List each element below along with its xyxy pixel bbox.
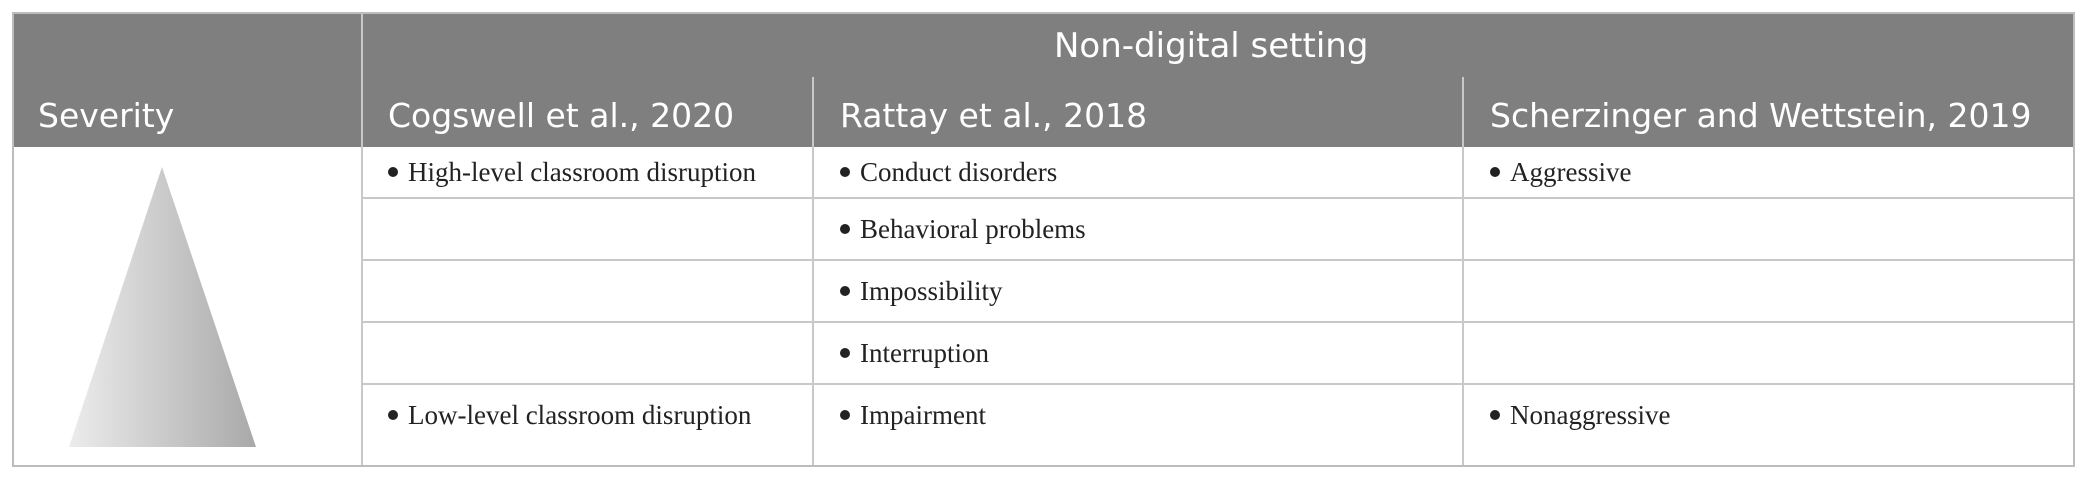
row-divider [363,197,2073,199]
cell-rattay-row3: Impossibility [840,261,1003,321]
bullet-icon [388,167,398,177]
cell-scherzinger-row5: Nonaggressive [1490,385,1670,445]
bullet-icon [840,410,850,420]
cell-cogswell-row1: High-level classroom disruption [388,147,756,197]
rattay-item: Impairment [860,399,986,430]
cell-rattay-row4: Interruption [840,323,989,383]
column-header-row [14,77,2073,147]
rattay-item: Impossibility [860,275,1003,306]
row-divider [363,259,2073,261]
bullet-icon [840,286,850,296]
scherzinger-item: Nonaggressive [1510,399,1671,430]
bullet-icon [388,410,398,420]
bullet-icon [840,224,850,234]
scherzinger-item: Aggressive [1510,156,1632,187]
row-divider [363,321,2073,323]
severity-comparison-table: Non-digital setting Severity Cogswell et… [12,12,2075,467]
divider-after-cogswell [812,77,814,465]
column-header-severity: Severity [38,96,175,135]
divider-after-severity [361,14,363,465]
rattay-item: Behavioral problems [860,213,1086,244]
cell-rattay-row1: Conduct disorders [840,147,1057,197]
cell-scherzinger-row1: Aggressive [1490,147,1631,197]
group-header-row [14,14,2073,77]
row-divider [363,383,2073,385]
divider-after-rattay [1462,77,1464,465]
severity-triangle-graphic [69,167,256,447]
cell-cogswell-row5: Low-level classroom disruption [388,385,751,445]
column-header-scherzinger: Scherzinger and Wettstein, 2019 [1490,96,2032,135]
cogswell-item: High-level classroom disruption [408,156,756,187]
group-header-non-digital-setting: Non-digital setting [1054,26,1369,66]
cell-rattay-row2: Behavioral problems [840,199,1086,259]
cell-rattay-row5: Impairment [840,385,986,445]
bullet-icon [840,167,850,177]
rattay-item: Interruption [860,337,989,368]
cogswell-item: Low-level classroom disruption [408,399,752,430]
column-header-cogswell: Cogswell et al., 2020 [388,96,735,135]
bullet-icon [1490,167,1500,177]
bullet-icon [1490,410,1500,420]
bullet-icon [840,348,850,358]
rattay-item: Conduct disorders [860,156,1058,187]
column-header-rattay: Rattay et al., 2018 [840,96,1148,135]
